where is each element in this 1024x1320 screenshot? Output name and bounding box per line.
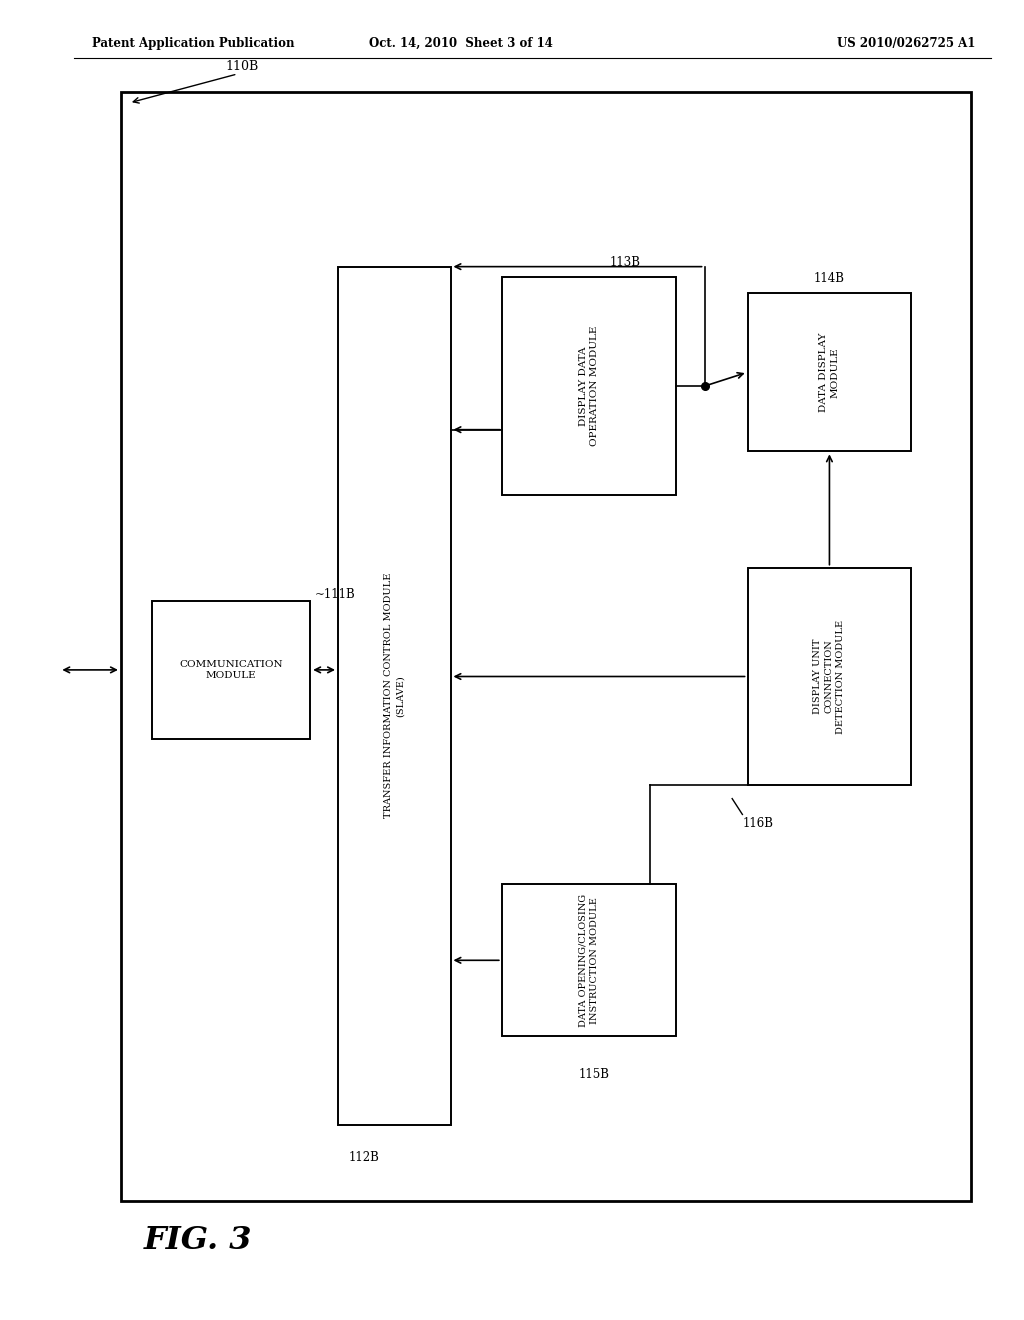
Bar: [502, 884, 676, 1036]
Text: 112B: 112B: [348, 1151, 379, 1164]
Text: Patent Application Publication: Patent Application Publication: [92, 37, 295, 50]
Bar: [338, 267, 451, 1125]
Text: TRANSFER INFORMATION CONTROL MODULE
(SLAVE): TRANSFER INFORMATION CONTROL MODULE (SLA…: [384, 573, 404, 818]
Text: FIG. 3: FIG. 3: [143, 1225, 252, 1255]
Text: 115B: 115B: [579, 1068, 609, 1081]
Text: 116B: 116B: [742, 817, 773, 830]
Text: DATA OPENING/CLOSING
INSTRUCTION MODULE: DATA OPENING/CLOSING INSTRUCTION MODULE: [579, 894, 599, 1027]
Text: US 2010/0262725 A1: US 2010/0262725 A1: [838, 37, 976, 50]
Bar: [502, 277, 676, 495]
Bar: [748, 568, 911, 785]
Bar: [152, 601, 310, 739]
Text: 110B: 110B: [225, 59, 258, 73]
Text: 113B: 113B: [609, 256, 640, 269]
Text: COMMUNICATION
MODULE: COMMUNICATION MODULE: [179, 660, 283, 680]
Text: 114B: 114B: [814, 272, 845, 285]
Text: ~111B: ~111B: [314, 587, 355, 601]
Text: DISPLAY DATA
OPERATION MODULE: DISPLAY DATA OPERATION MODULE: [579, 326, 599, 446]
Bar: [121, 92, 971, 1201]
Text: DATA DISPLAY
MODULE: DATA DISPLAY MODULE: [819, 333, 840, 412]
Bar: [748, 293, 911, 451]
Text: Oct. 14, 2010  Sheet 3 of 14: Oct. 14, 2010 Sheet 3 of 14: [369, 37, 553, 50]
Text: DISPLAY UNIT
CONNECTION
DETECTION MODULE: DISPLAY UNIT CONNECTION DETECTION MODULE: [813, 619, 846, 734]
